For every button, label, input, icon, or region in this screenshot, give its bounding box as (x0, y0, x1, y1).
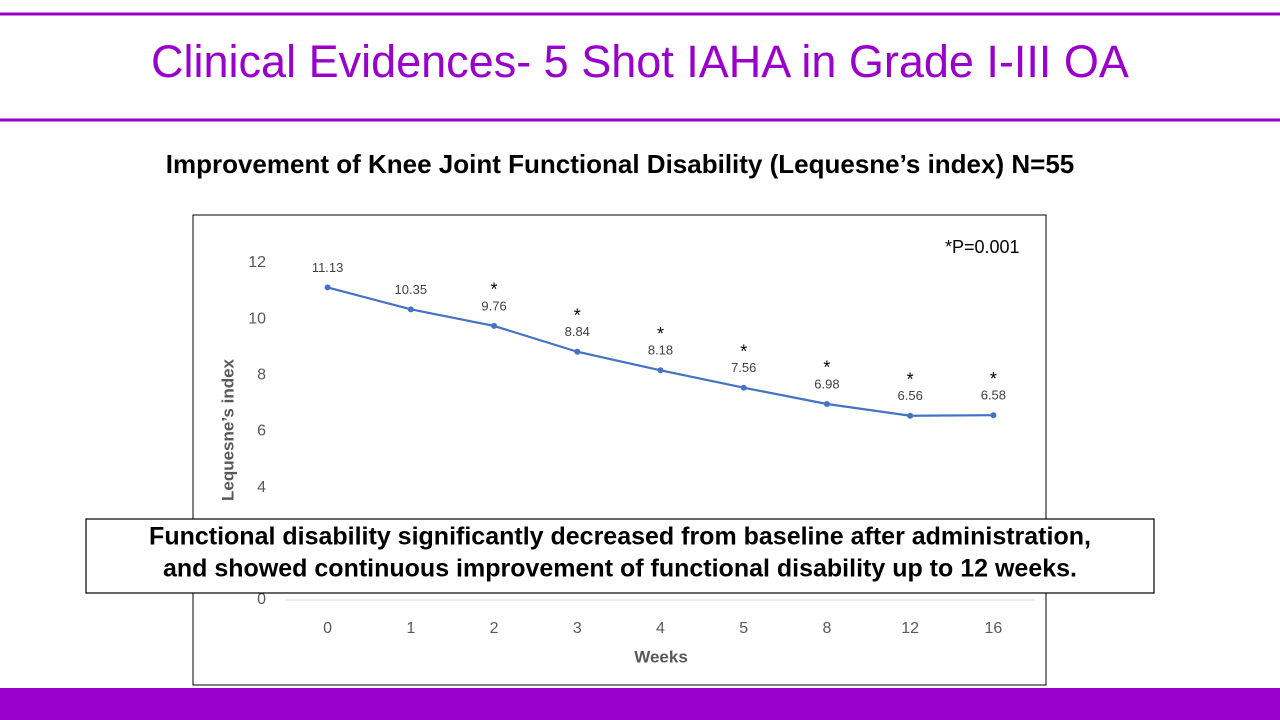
significance-marker: * (823, 358, 830, 378)
value-label: 6.56 (898, 388, 923, 403)
chart-frame (192, 214, 1047, 686)
y-tick-label: 8 (257, 367, 266, 384)
value-label: 7.56 (731, 360, 756, 375)
callout-line: Functional disability significantly decr… (149, 523, 1091, 551)
point (740, 384, 747, 391)
x-tick-label: 5 (739, 620, 748, 637)
value-label: 6.98 (814, 376, 839, 391)
point (491, 322, 498, 329)
bottom-bar (0, 688, 1280, 720)
point (657, 367, 664, 374)
value-label: 11.13 (312, 260, 344, 275)
y-tick-label: 10 (248, 310, 266, 327)
point (407, 306, 414, 313)
x-tick-label: 0 (323, 620, 332, 637)
callout-line: and showed continuous improvement of fun… (163, 555, 1077, 583)
value-label: 6.58 (981, 388, 1006, 403)
significance-marker: * (574, 305, 581, 325)
significance-marker: * (990, 369, 997, 389)
slide-title: Clinical Evidences- 5 Shot IAHA in Grade… (151, 36, 1129, 87)
x-tick-label: 2 (490, 620, 499, 637)
x-tick-label: 1 (406, 620, 415, 637)
point (823, 400, 830, 407)
value-label: 9.76 (481, 298, 506, 313)
significance-marker: * (740, 341, 747, 361)
callout-box (85, 518, 1155, 594)
significance-marker: * (907, 370, 914, 390)
value-label: 8.18 (648, 343, 673, 358)
y-tick-label: 6 (257, 423, 266, 440)
plot: 0246810120123458121611.1310.359.76*8.84*… (248, 254, 1035, 637)
significance-marker: * (657, 324, 664, 344)
y-tick-label: 0 (257, 591, 266, 608)
x-axis-title: Weeks (634, 647, 688, 666)
callout: Functional disability significantly decr… (85, 518, 1155, 594)
point (990, 412, 997, 419)
x-tick-label: 16 (984, 620, 1002, 637)
x-tick-label: 3 (573, 620, 582, 637)
x-tick-label: 8 (822, 620, 831, 637)
value-label: 10.35 (395, 282, 428, 297)
y-tick-label: 4 (257, 479, 266, 496)
x-tick-label: 12 (901, 620, 919, 637)
point (907, 412, 914, 419)
chart-title: Improvement of Knee Joint Functional Dis… (166, 149, 1075, 179)
y-axis-title: Lequesne’s index (218, 358, 237, 501)
annotation: *P=0.001 (945, 237, 1020, 257)
significance-marker: * (491, 280, 498, 300)
y-tick-label: 12 (248, 254, 266, 271)
point (324, 284, 331, 291)
value-label: 8.84 (565, 324, 590, 339)
x-tick-label: 4 (656, 620, 665, 637)
point (574, 348, 581, 355)
